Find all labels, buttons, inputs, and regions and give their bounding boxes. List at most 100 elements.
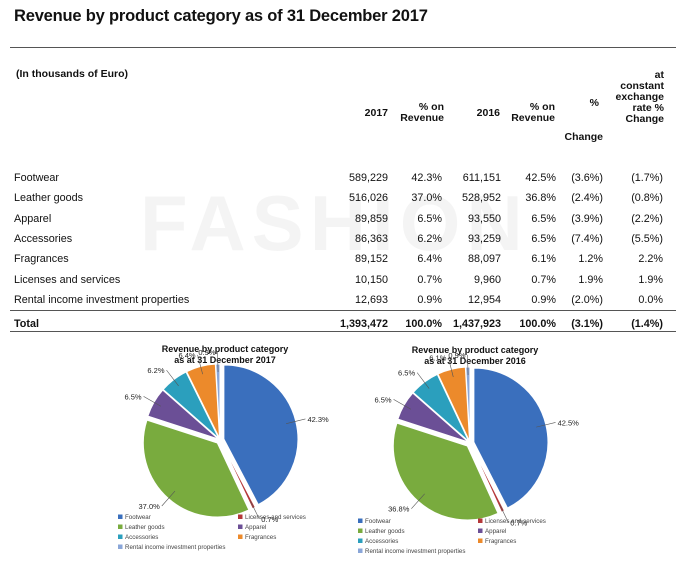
legend-label: Footwear	[125, 514, 151, 521]
row-value-2017: 89,152	[354, 253, 388, 266]
unit-label: (In thousands of Euro)	[16, 68, 128, 80]
pie-data-label: 6.5%	[124, 392, 141, 401]
row-constant-change: (2.2%)	[631, 212, 663, 225]
pie-leader-line	[286, 418, 306, 424]
legend-swatch	[238, 524, 243, 529]
row-change: (2.0%)	[571, 293, 603, 306]
legend-label: Licenses and services	[485, 518, 546, 525]
pie-data-label: 6.5%	[374, 395, 391, 404]
pie-data-label: 6.4%	[178, 351, 195, 360]
table-row: Fragrances 89,152 6.4% 88,097 6.1% 1.2% 2.2%	[14, 249, 663, 269]
row-pct-2017: 6.5%	[417, 212, 442, 225]
row-constant-change: (1.7%)	[631, 172, 663, 185]
legend-label: Fragrances	[245, 534, 276, 541]
legend-label: Footwear	[365, 518, 391, 525]
header-pct-rev-2016: % on Revenue	[511, 101, 555, 124]
row-value-2016: 611,151	[462, 172, 501, 185]
header-pct: %	[589, 97, 599, 109]
pie-data-label: 42.5%	[558, 418, 580, 427]
row-value-2016: 12,954	[467, 293, 501, 306]
total-pct-2016: 100.0%	[519, 318, 556, 331]
legend-swatch	[478, 538, 483, 543]
table-row: Licenses and services 10,150 0.7% 9,960 0.7%…	[14, 269, 663, 289]
legend-swatch	[118, 544, 123, 549]
table-row: Apparel 89,859 6.5% 93,550 6.5% (3.9%) (2.2%)	[14, 209, 663, 229]
row-constant-change: 2.2%	[638, 253, 663, 266]
legend-swatch	[238, 514, 243, 519]
total-rule-top	[10, 310, 676, 311]
row-change: (7.4%)	[571, 233, 603, 246]
legend-swatch	[358, 538, 363, 543]
header-pct-rev-2017: % on Revenue	[400, 101, 444, 124]
row-pct-2016: 36.8%	[525, 192, 556, 205]
row-pct-2017: 6.4%	[417, 253, 442, 266]
pie-leader-line	[166, 369, 179, 387]
pie-leader-line	[393, 399, 412, 410]
row-value-2016: 9,960	[473, 273, 501, 286]
pie-data-label: 0.9%	[448, 351, 465, 360]
row-value-2016: 93,259	[467, 233, 501, 246]
pie-leader-line	[416, 372, 430, 389]
row-pct-2017: 0.9%	[417, 293, 442, 306]
row-value-2016: 88,097	[467, 253, 501, 266]
row-pct-2016: 6.1%	[531, 253, 556, 266]
row-pct-2017: 37.0%	[411, 192, 442, 205]
table-row: Leather goods 516,026 37.0% 528,952 36.8% (2.…	[14, 188, 663, 208]
pie-data-label: 6.1%	[429, 354, 446, 363]
pie-leader-line	[536, 422, 556, 428]
legend-label: Accessories	[125, 534, 158, 541]
row-label: Accessories	[14, 233, 73, 246]
legend-label: Fragrances	[485, 538, 516, 545]
pie-title-line: Revenue by product category	[412, 345, 539, 355]
row-label: Fragrances	[14, 253, 69, 266]
legend-swatch	[118, 524, 123, 529]
legend-swatch	[358, 548, 363, 553]
row-change: (3.9%)	[571, 212, 603, 225]
legend-label: Leather goods	[125, 524, 165, 531]
row-label: Apparel	[14, 212, 52, 225]
total-rule-bottom	[10, 331, 676, 332]
legend-label: Apparel	[485, 528, 506, 535]
report-title: Revenue by product category as of 31 Dec…	[14, 7, 428, 25]
header-2017: 2017	[364, 107, 388, 119]
row-pct-2016: 0.9%	[531, 293, 556, 306]
row-pct-2016: 0.7%	[531, 273, 556, 286]
row-value-2016: 93,550	[467, 212, 501, 225]
legend-label: Rental income investment properties	[125, 544, 225, 551]
pie-data-label: 0.7%	[261, 515, 278, 524]
pie-leader-line	[143, 396, 162, 407]
pie-leader-line	[499, 504, 509, 523]
pie-data-label: 6.5%	[398, 369, 415, 378]
row-constant-change: (0.8%)	[631, 192, 663, 205]
legend-label: Apparel	[245, 524, 266, 531]
row-label: Rental income investment properties	[14, 293, 190, 306]
legend-label: Rental income investment properties	[365, 548, 465, 555]
legend-swatch	[358, 528, 363, 533]
row-constant-change: 0.0%	[638, 293, 663, 306]
row-label: Leather goods	[14, 192, 84, 205]
row-value-2017: 89,859	[354, 212, 388, 225]
pie-data-label: 42.3%	[307, 415, 329, 424]
table-row: Footwear 589,229 42.3% 611,151 42.5% (3.6%) (1…	[14, 168, 663, 188]
pie-leader-line	[217, 352, 219, 372]
row-pct-2017: 6.2%	[417, 233, 442, 246]
pie-data-label: 0.9%	[198, 348, 215, 357]
legend-swatch	[118, 534, 123, 539]
row-value-2017: 12,693	[354, 293, 388, 306]
row-pct-2017: 0.7%	[417, 273, 442, 286]
legend-label: Licenses and services	[245, 514, 306, 521]
table-row: Rental income investment properties 12,69…	[14, 290, 663, 310]
total-change: (3.1%)	[571, 318, 603, 331]
row-change: 1.2%	[578, 253, 603, 266]
total-row: Total 1,393,472 100.0% 1,437,923 100.0% …	[14, 310, 663, 338]
row-value-2017: 516,026	[348, 192, 388, 205]
pie-title-line: Revenue by product category	[162, 344, 289, 354]
row-constant-change: 1.9%	[638, 273, 663, 286]
total-constant-change: (1.4%)	[631, 318, 663, 331]
row-change: (2.4%)	[571, 192, 603, 205]
pie-leader-line	[197, 354, 203, 375]
legend-swatch	[238, 534, 243, 539]
